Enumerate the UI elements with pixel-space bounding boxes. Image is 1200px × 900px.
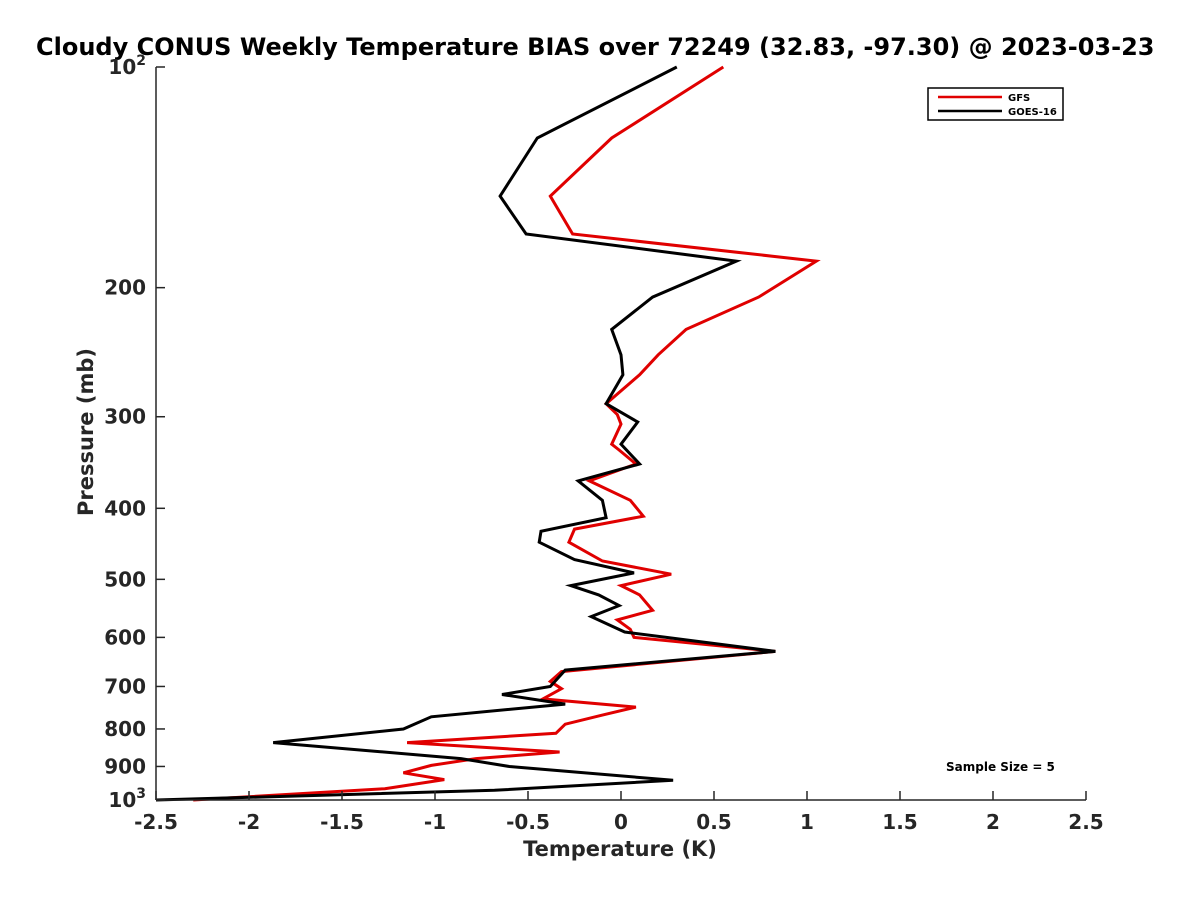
x-tick-label: 1.5 — [882, 810, 917, 834]
legend: GFS GOES-16 — [927, 87, 1064, 121]
legend-label-gfs: GFS — [1008, 93, 1030, 104]
x-tick-label: 2.5 — [1068, 810, 1103, 834]
plot-area: -2.5 -2 -1.5 -1 -0.5 0 0.5 1 1.5 2 2.5102200300400… — [104, 53, 1103, 834]
y-tick-label: 400 — [104, 496, 146, 520]
y-tick-label: 900 — [104, 754, 146, 778]
legend-label-goes16: GOES-16 — [1008, 107, 1057, 118]
series-line-gfs — [193, 65, 821, 802]
legend-box — [927, 87, 1064, 121]
sample-size-annotation: Sample Size = 5 — [946, 760, 1055, 774]
x-tick-label: -2 — [238, 810, 260, 834]
x-tick-label: 2 — [986, 810, 1000, 834]
axes: -2.5 -2 -1.5 -1 -0.5 0 0.5 1 1.5 2 2.5102200300400… — [104, 53, 1103, 834]
series-layer — [155, 65, 821, 802]
plot-background — [156, 67, 1086, 800]
x-tick-label: 0 — [614, 810, 628, 834]
x-tick-label: 0.5 — [696, 810, 731, 834]
y-tick-label: 800 — [104, 717, 146, 741]
x-tick-label: 1 — [800, 810, 814, 834]
chart-title: Cloudy CONUS Weekly Temperature BIAS ove… — [36, 33, 1154, 61]
y-axis-label: Pressure (mb) — [74, 348, 98, 516]
y-tick-label: 700 — [104, 674, 146, 698]
series-line-goes16 — [155, 65, 776, 802]
y-tick-label: 500 — [104, 567, 146, 591]
x-tick-label: -2.5 — [134, 810, 178, 834]
x-tick-label: -1 — [424, 810, 446, 834]
x-axis-label: Temperature (K) — [523, 837, 717, 861]
x-tick-label: -1.5 — [320, 810, 364, 834]
y-tick-label: 300 — [104, 405, 146, 429]
x-tick-label: -0.5 — [506, 810, 550, 834]
y-tick-label: 600 — [104, 625, 146, 649]
y-tick-label: 200 — [104, 276, 146, 300]
y-tick-label: 103 — [108, 786, 146, 812]
